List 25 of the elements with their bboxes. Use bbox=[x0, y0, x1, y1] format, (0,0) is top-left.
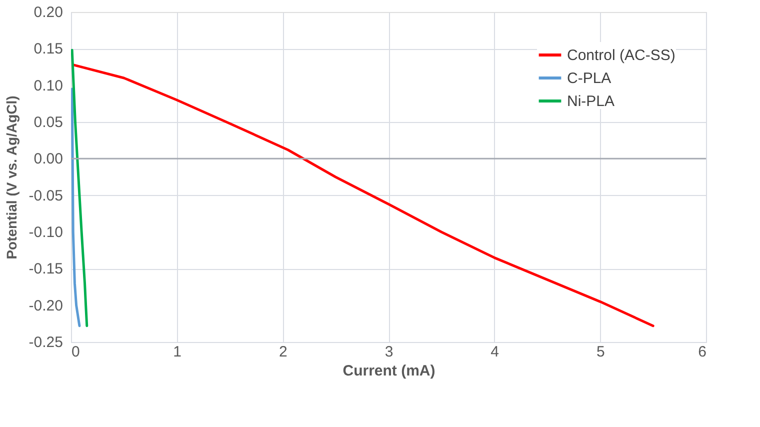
y-axis-title: Potential (V vs. Ag/AgCl) bbox=[4, 96, 20, 260]
legend-label: Control (AC-SS) bbox=[567, 47, 676, 64]
x-tick-label: 1 bbox=[173, 344, 182, 360]
y-tick-label: -0.05 bbox=[28, 187, 63, 204]
y-tick-label: 0.05 bbox=[34, 114, 63, 131]
y-tick-label: -0.20 bbox=[28, 297, 63, 314]
x-tick-label: 4 bbox=[490, 344, 500, 360]
x-tick-label: 0 bbox=[72, 344, 80, 360]
line-series bbox=[71, 88, 81, 328]
x-tick-label: 3 bbox=[384, 344, 394, 360]
y-tick-label: -0.10 bbox=[28, 224, 63, 241]
x-tick-label: 5 bbox=[596, 344, 605, 360]
x-tick-label: 6 bbox=[698, 344, 706, 360]
y-tick-label: -0.15 bbox=[28, 260, 63, 278]
line-series bbox=[71, 48, 88, 328]
x-tick-label: 2 bbox=[278, 344, 288, 360]
legend-label: C-PLA bbox=[567, 70, 612, 87]
x-axis-title: Current (mA) bbox=[342, 362, 436, 380]
line-series bbox=[72, 64, 654, 328]
y-tick-label: 0.20 bbox=[34, 4, 63, 21]
y-tick-label: 0.10 bbox=[34, 77, 63, 94]
y-tick-label: 0.00 bbox=[34, 150, 63, 168]
y-tick-label: -0.25 bbox=[28, 334, 63, 351]
legend-label: Ni-PLA bbox=[567, 93, 615, 110]
y-tick-label: 0.15 bbox=[34, 40, 63, 58]
